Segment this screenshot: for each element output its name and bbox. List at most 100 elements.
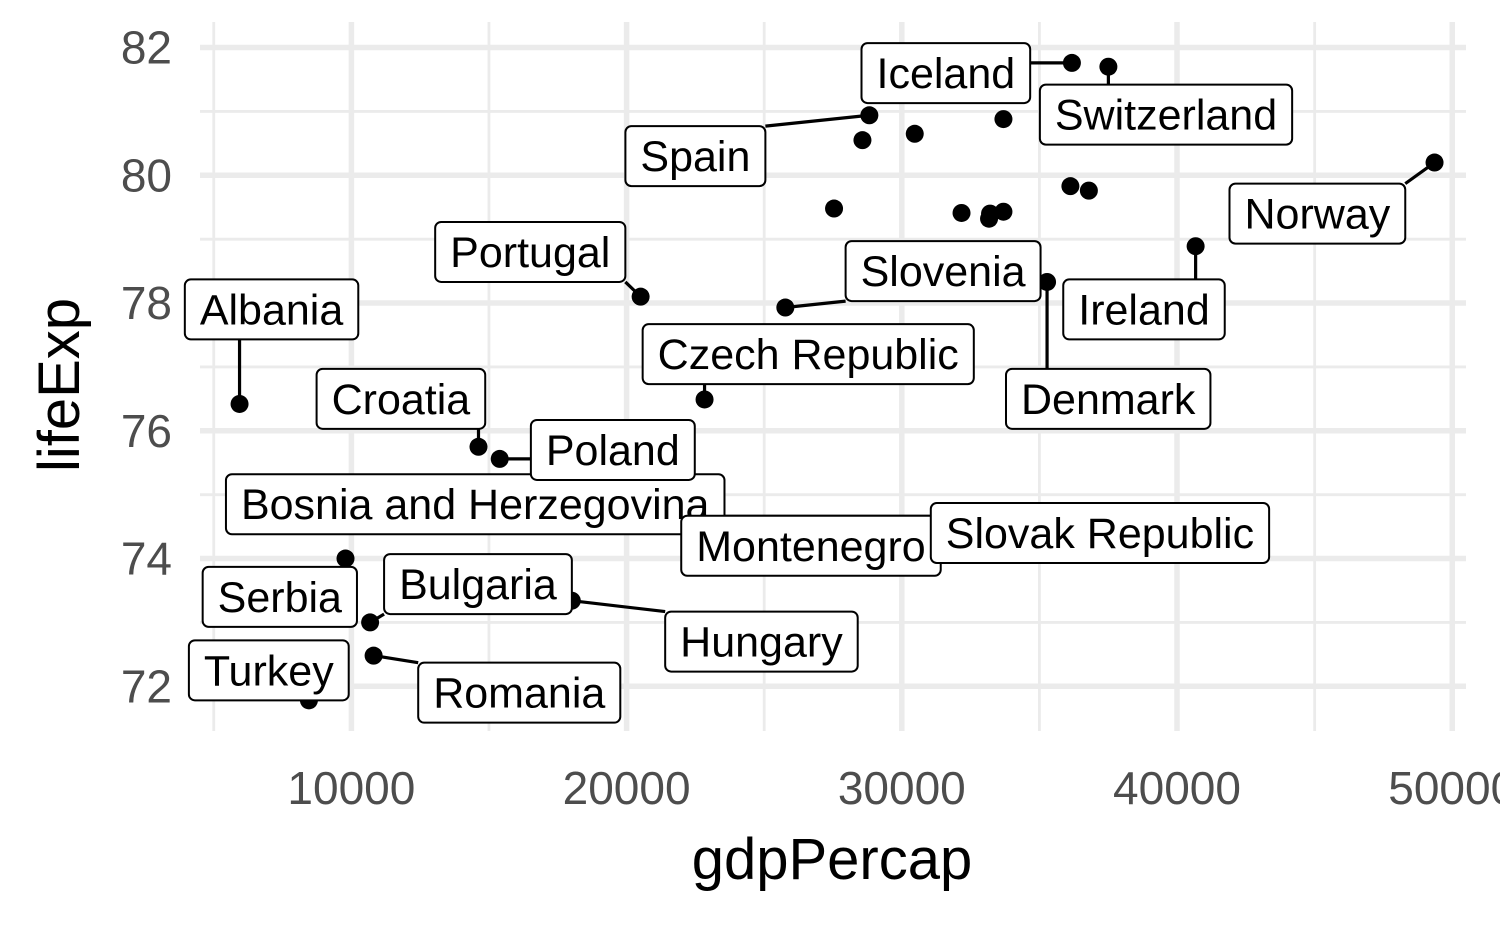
x-axis-title: gdpPercap — [692, 827, 973, 892]
data-point — [776, 298, 795, 317]
label-text: Poland — [546, 427, 680, 475]
label-box — [417, 661, 622, 724]
data-point — [1038, 272, 1057, 291]
label-box — [844, 240, 1042, 303]
label-text: Hungary — [680, 619, 843, 667]
point-label: Turkey — [187, 639, 350, 702]
y-tick-label: 82 — [121, 22, 172, 74]
point-label: Albania — [183, 278, 360, 341]
label-box — [860, 42, 1032, 105]
point-label: Slovenia — [844, 240, 1042, 303]
label-text: Turkey — [204, 647, 334, 695]
data-point — [230, 394, 249, 413]
label-text: Albania — [200, 286, 344, 334]
label-text: Bulgaria — [399, 561, 557, 609]
label-text: Czech Republic — [658, 331, 959, 379]
point-label: Ireland — [1062, 278, 1226, 341]
label-box — [624, 125, 767, 188]
y-axis-tick-labels: 72 74 76 78 80 82 — [121, 22, 172, 713]
y-tick-label: 72 — [121, 660, 172, 712]
data-point — [994, 202, 1013, 221]
label-box — [201, 565, 358, 628]
data-point — [631, 287, 650, 306]
label-box — [529, 418, 696, 481]
label-text: Montenegro — [696, 523, 926, 571]
label-box — [641, 323, 975, 386]
data-point — [364, 646, 383, 665]
data-point — [1062, 53, 1081, 72]
data-point — [336, 549, 355, 568]
label-box — [1038, 83, 1294, 146]
label-text: Croatia — [332, 376, 471, 424]
data-point — [361, 613, 380, 632]
point-label: Romania — [417, 661, 622, 724]
label-box — [183, 278, 360, 341]
y-axis-title: lifeExp — [27, 298, 92, 472]
point-label: Denmark — [1004, 367, 1212, 430]
data-point — [695, 390, 714, 409]
x-axis-tick-labels: 10000 20000 30000 40000 50000 — [287, 762, 1500, 814]
data-point — [952, 203, 971, 222]
point-label: Czech Republic — [641, 323, 975, 386]
label-text: Denmark — [1021, 376, 1196, 424]
label-leader-line — [785, 299, 846, 310]
data-point — [825, 199, 844, 218]
point-label: Bulgaria — [383, 553, 573, 616]
data-point — [469, 437, 488, 456]
data-point — [994, 110, 1013, 129]
point-label: Switzerland — [1038, 83, 1294, 146]
y-tick-label: 80 — [121, 149, 172, 201]
data-point — [860, 106, 879, 125]
label-box — [434, 220, 627, 283]
label-text: Romania — [433, 670, 605, 718]
data-point — [1079, 181, 1098, 200]
data-point — [1425, 153, 1444, 172]
data-point — [1186, 237, 1205, 256]
point-label: Iceland — [860, 42, 1032, 105]
point-label: Montenegro — [680, 514, 942, 577]
point-label: Norway — [1228, 182, 1407, 245]
label-box — [929, 501, 1271, 564]
x-tick-label: 30000 — [838, 762, 966, 814]
y-tick-label: 78 — [121, 277, 172, 329]
label-text: Serbia — [218, 574, 342, 622]
label-text: Portugal — [450, 229, 610, 277]
data-point — [1061, 177, 1080, 196]
label-leader-line — [765, 113, 870, 128]
point-label: Hungary — [664, 610, 859, 673]
label-text: Slovenia — [861, 248, 1026, 296]
data-point — [905, 124, 924, 143]
point-label: Spain — [624, 125, 767, 188]
y-tick-label: 74 — [121, 533, 172, 585]
label-text: Ireland — [1078, 286, 1209, 334]
point-label: Bosnia and Herzegovina — [224, 473, 726, 536]
x-tick-label: 20000 — [563, 762, 691, 814]
point-label: Slovak Republic — [929, 501, 1271, 564]
label-text: Bosnia and Herzegovina — [241, 481, 710, 529]
data-point — [490, 449, 509, 468]
data-point — [1099, 57, 1118, 76]
y-tick-label: 76 — [121, 405, 172, 457]
point-labels: Albania Bosnia and Herzegovina Bulgaria Cro… — [183, 42, 1407, 724]
label-box — [224, 473, 726, 536]
label-text: Norway — [1244, 191, 1390, 239]
label-box — [383, 553, 573, 616]
label-text: Slovak Republic — [946, 510, 1254, 558]
point-label: Croatia — [315, 367, 487, 430]
data-point — [980, 209, 999, 228]
label-text: Spain — [640, 133, 750, 181]
label-box — [187, 639, 350, 702]
point-label: Poland — [529, 418, 696, 481]
label-box — [1062, 278, 1226, 341]
point-label: Serbia — [201, 565, 358, 628]
point-label: Portugal — [434, 220, 627, 283]
label-box — [315, 367, 487, 430]
label-leader-line — [571, 599, 666, 614]
x-tick-label: 40000 — [1113, 762, 1241, 814]
label-box — [1228, 182, 1407, 245]
data-point — [853, 131, 872, 150]
label-text: Switzerland — [1055, 92, 1277, 140]
x-tick-label: 50000 — [1388, 762, 1500, 814]
label-box — [1004, 367, 1212, 430]
